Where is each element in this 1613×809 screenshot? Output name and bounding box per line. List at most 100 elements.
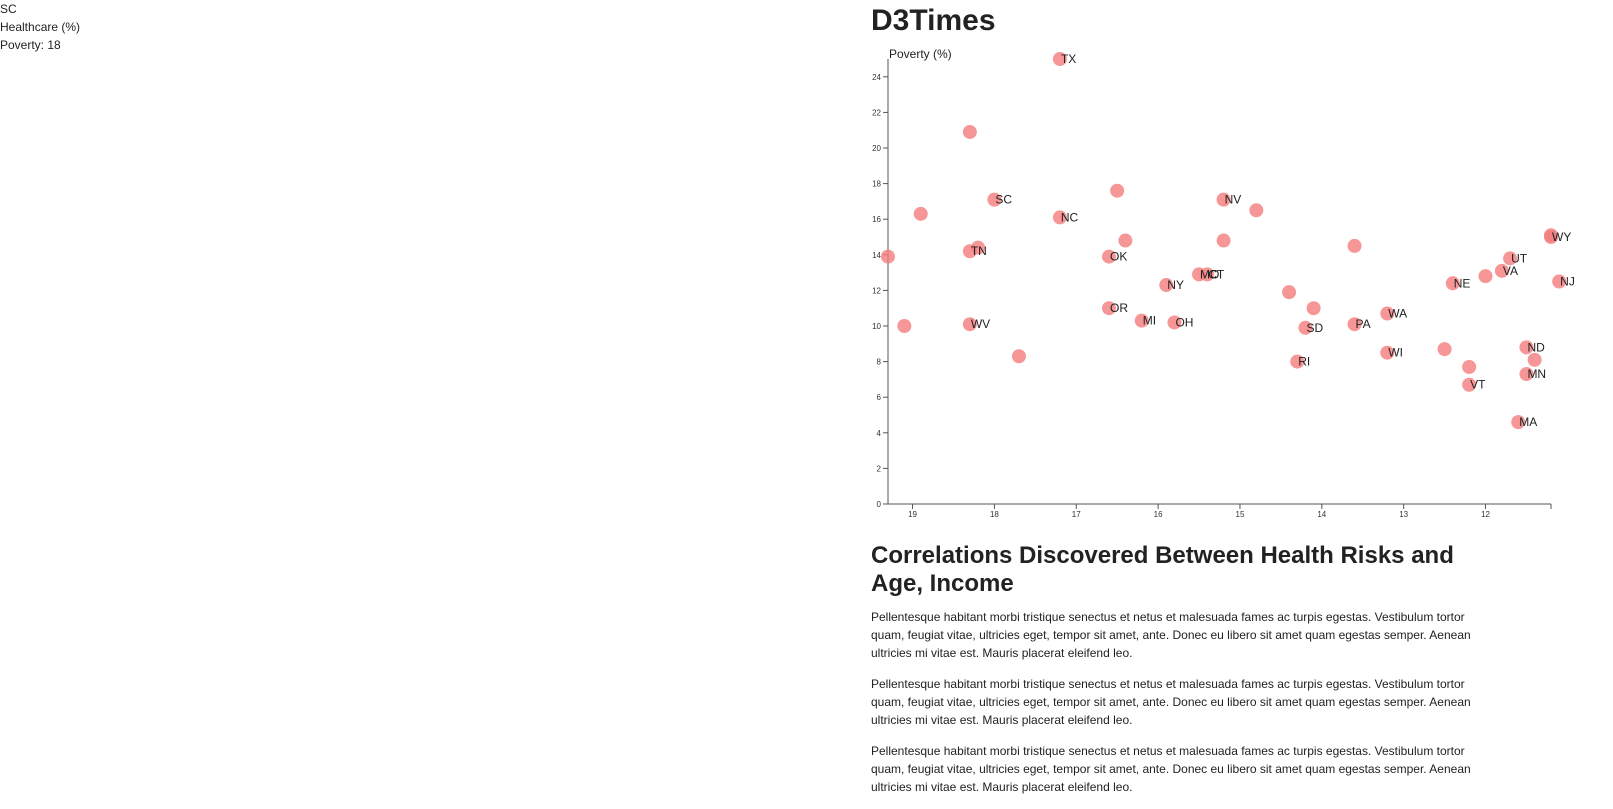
tooltip: SC Healthcare (%) Poverty: 18 — [0, 0, 80, 54]
data-point[interactable] — [1511, 415, 1526, 430]
x-tick-label: 15 — [1236, 510, 1245, 519]
data-point[interactable] — [1552, 274, 1567, 289]
data-point[interactable] — [1216, 233, 1231, 248]
tooltip-label: Healthcare (%) — [0, 20, 81, 34]
state-label: NE — [1454, 276, 1471, 290]
state-label: PA — [1356, 317, 1371, 331]
state-label: OH — [1175, 315, 1193, 329]
state-label: NV — [1225, 193, 1242, 207]
data-point[interactable] — [897, 319, 912, 333]
y-tick-label: 6 — [877, 393, 882, 402]
tooltip-value: Poverty: 18 — [0, 38, 61, 52]
y-tick-label: 24 — [872, 73, 881, 82]
state-label: WY — [1552, 230, 1571, 244]
x-tick-label: 17 — [1072, 510, 1081, 519]
state-label: TN — [971, 244, 987, 258]
y-tick-label: 10 — [872, 322, 881, 331]
data-point[interactable] — [1216, 192, 1231, 207]
data-point[interactable] — [1445, 276, 1460, 291]
state-label: MI — [1143, 314, 1156, 328]
data-point[interactable] — [1200, 267, 1215, 282]
article: Correlations Discovered Between Health R… — [871, 542, 1491, 809]
data-point[interactable] — [1290, 354, 1305, 369]
data-point[interactable] — [1544, 228, 1558, 243]
data-point[interactable] — [913, 206, 928, 221]
y-tick-label: 22 — [872, 108, 881, 117]
data-point[interactable] — [1249, 203, 1264, 218]
article-title: Correlations Discovered Between Health R… — [871, 542, 1454, 597]
data-point[interactable] — [1011, 349, 1026, 364]
data-point[interactable] — [881, 249, 895, 264]
x-tick-label: 19 — [908, 510, 917, 519]
page-title: D3Times — [871, 4, 996, 37]
state-label: RI — [1298, 355, 1310, 369]
data-point[interactable] — [1306, 301, 1321, 316]
x-tick-label: 18 — [990, 510, 999, 519]
state-label: WA — [1388, 307, 1407, 321]
x-tick-label: 14 — [1317, 510, 1326, 519]
state-label: WI — [1388, 346, 1403, 360]
data-point[interactable] — [1159, 278, 1174, 293]
data-point[interactable] — [1282, 285, 1297, 300]
data-point[interactable] — [1118, 233, 1133, 248]
data-point[interactable] — [1052, 210, 1067, 225]
x-axis: 19 18 17 16 15 14 13 12 — [888, 503, 1552, 519]
data-point[interactable] — [1052, 52, 1067, 66]
data-point[interactable] — [1134, 313, 1149, 328]
data-points — [881, 52, 1567, 430]
data-point[interactable] — [1380, 345, 1395, 360]
tooltip-state: SC — [0, 2, 17, 16]
data-point[interactable] — [962, 317, 977, 332]
y-tick-label: 0 — [877, 500, 882, 509]
data-point[interactable] — [1298, 320, 1313, 335]
state-label: MN — [1527, 367, 1546, 381]
state-label: SC — [995, 193, 1012, 207]
state-label: VA — [1503, 264, 1518, 278]
data-point[interactable] — [1503, 251, 1518, 266]
data-point[interactable] — [1527, 352, 1542, 367]
data-point[interactable] — [1462, 377, 1477, 392]
data-point[interactable] — [962, 124, 977, 139]
state-label: NC — [1061, 210, 1079, 224]
data-point[interactable] — [1347, 317, 1362, 332]
state-label: SD — [1306, 321, 1323, 335]
data-point[interactable] — [1437, 342, 1452, 357]
y-tick-label: 14 — [872, 251, 881, 260]
y-tick-label: 18 — [872, 180, 881, 189]
y-tick-label: 2 — [877, 464, 882, 473]
data-point[interactable] — [1167, 315, 1182, 330]
y-tick-label: 20 — [872, 144, 881, 153]
data-point[interactable] — [1462, 359, 1477, 374]
state-label: OR — [1110, 301, 1128, 315]
state-label: UT — [1511, 251, 1528, 265]
data-point[interactable] — [1380, 306, 1395, 321]
state-label: TX — [1061, 52, 1076, 66]
article-paragraph: Pellentesque habitant morbi tristique se… — [871, 677, 1471, 727]
state-label: WV — [971, 317, 990, 331]
x-tick-label: 16 — [1154, 510, 1163, 519]
state-label: OK — [1110, 250, 1127, 264]
data-point[interactable] — [1519, 367, 1534, 382]
data-point[interactable] — [1102, 249, 1116, 264]
data-point[interactable] — [1110, 183, 1125, 198]
main-content: D3Times 0 2 4 6 8 10 12 14 16 18 20 22 24 19 18 17 16 15… — [871, 0, 1613, 805]
data-point[interactable] — [1347, 238, 1362, 253]
y-tick-label: 4 — [877, 429, 882, 438]
data-point[interactable] — [1494, 263, 1509, 278]
state-label: VT — [1470, 378, 1486, 392]
x-tick-label: 12 — [1481, 510, 1490, 519]
data-point[interactable] — [1102, 301, 1116, 316]
state-label: CT — [1208, 267, 1225, 281]
state-label: NY — [1167, 278, 1184, 292]
data-point[interactable] — [987, 192, 1002, 207]
y-axis-title: Poverty (%) — [889, 47, 952, 61]
y-tick-label: 16 — [872, 215, 881, 224]
data-point[interactable] — [1519, 340, 1534, 355]
data-point[interactable] — [1478, 269, 1493, 284]
state-label: NJ — [1560, 275, 1575, 289]
data-point[interactable] — [971, 240, 986, 255]
state-label: MO — [1200, 267, 1219, 281]
